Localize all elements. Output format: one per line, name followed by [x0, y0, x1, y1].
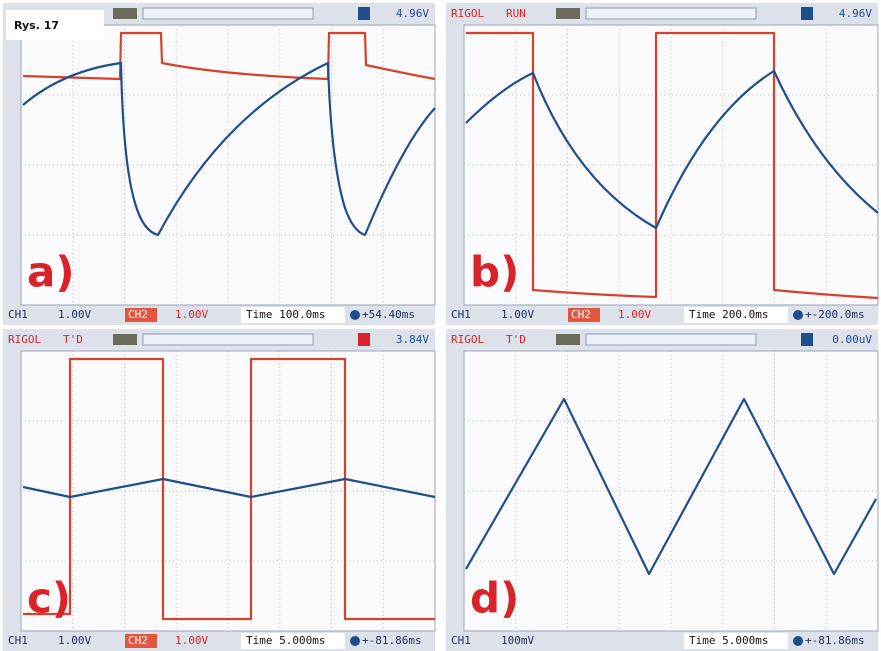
brand: RIGOL: [451, 333, 484, 346]
panel-label: c): [27, 574, 71, 623]
panel-label: b): [470, 248, 519, 297]
ch1-scale: 1.00V: [58, 308, 91, 321]
panel-label: d): [470, 574, 519, 623]
scope-panel: RIGOL T'D 0.00uV CH1 100mV Time 5.000ms +-81.8…: [446, 329, 878, 651]
memory-icon: [556, 8, 580, 19]
panel-label: a): [27, 248, 75, 297]
offset-icon: [793, 636, 803, 646]
scope-panel: 4.96V CH1 1.00V CH2 1.00V Time 100.0ms +54.40m…: [3, 3, 435, 325]
ch2-scale: 1.00V: [175, 634, 208, 647]
trigger-position-bar: [586, 8, 756, 19]
trigger-level: 4.96V: [396, 7, 429, 20]
scope-panel: RIGOL T'D 3.84V CH1 1.00V CH2 1.00V Time 5.000m…: [3, 329, 435, 651]
trigger-source-icon: [358, 333, 370, 346]
timebase: Time 5.000ms: [689, 634, 768, 647]
memory-icon: [556, 334, 580, 345]
time-offset: +-81.86ms: [362, 634, 422, 647]
trigger-level: 4.96V: [839, 7, 872, 20]
run-mode: RUN: [506, 7, 526, 20]
timebase: Time 5.000ms: [246, 634, 325, 647]
trigger-level: 0.00uV: [832, 333, 872, 346]
ch2-label: CH2: [571, 308, 591, 321]
offset-icon: [350, 310, 360, 320]
time-offset: +-81.86ms: [805, 634, 865, 647]
brand: RIGOL: [8, 333, 41, 346]
timebase: Time 200.0ms: [689, 308, 768, 321]
ch2-scale: 1.00V: [175, 308, 208, 321]
time-offset: +-200.0ms: [805, 308, 865, 321]
brand: RIGOL: [451, 7, 484, 20]
trigger-position-bar: [143, 8, 313, 19]
trigger-position-bar: [143, 334, 313, 345]
ch1-scale: 1.00V: [501, 308, 534, 321]
memory-icon: [113, 334, 137, 345]
ch2-label: CH2: [128, 308, 148, 321]
trigger-source-icon: [801, 7, 813, 20]
memory-icon: [113, 8, 137, 19]
ch1-label: CH1: [8, 634, 28, 647]
trigger-level: 3.84V: [396, 333, 429, 346]
figure-label: Rys. 17: [14, 19, 59, 32]
offset-icon: [793, 310, 803, 320]
ch1-label: CH1: [8, 308, 28, 321]
scope-panel: RIGOL RUN 4.96V CH1 1.00V CH2 1.00V Time 200.0m…: [446, 3, 878, 325]
ch1-label: CH1: [451, 634, 471, 647]
ch1-scale: 1.00V: [58, 634, 91, 647]
ch2-label: CH2: [128, 634, 148, 647]
timebase: Time 100.0ms: [246, 308, 325, 321]
ch2-scale: 1.00V: [618, 308, 651, 321]
run-mode: T'D: [63, 333, 83, 346]
trigger-source-icon: [801, 333, 813, 346]
trigger-position-bar: [586, 334, 756, 345]
ch1-scale: 100mV: [501, 634, 534, 647]
figure: 4.96V CH1 1.00V CH2 1.00V Time 100.0ms +54.40m…: [0, 0, 881, 651]
run-mode: T'D: [506, 333, 526, 346]
offset-icon: [350, 636, 360, 646]
trigger-source-icon: [358, 7, 370, 20]
time-offset: +54.40ms: [362, 308, 415, 321]
ch1-label: CH1: [451, 308, 471, 321]
